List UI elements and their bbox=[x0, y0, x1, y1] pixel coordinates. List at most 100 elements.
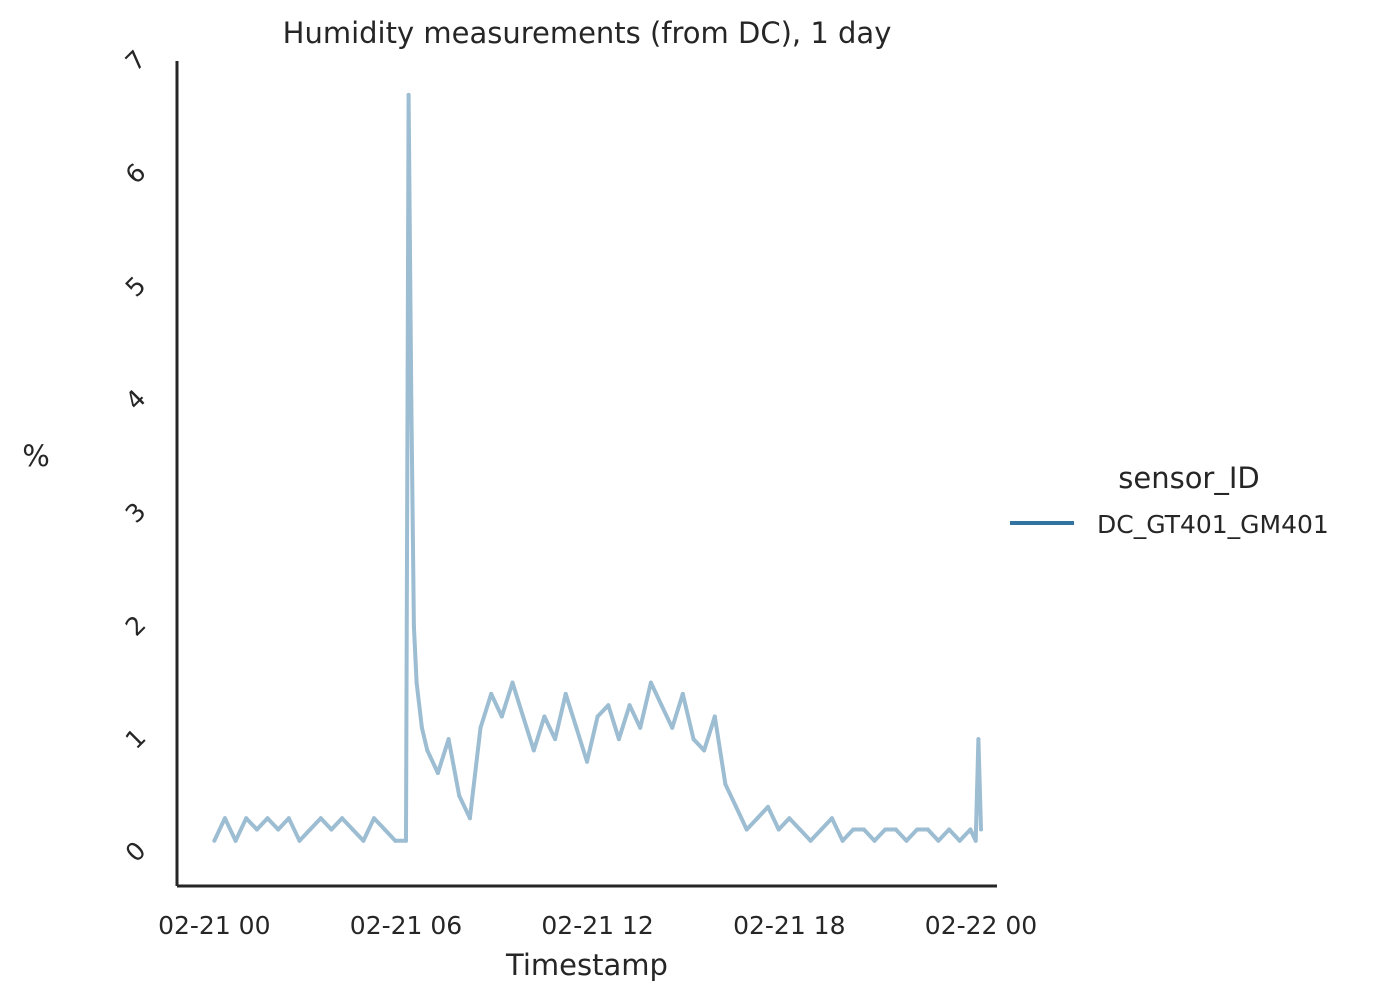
series-point bbox=[233, 838, 238, 843]
series-point bbox=[712, 714, 717, 719]
x-tick-label: 02-21 12 bbox=[541, 911, 653, 940]
series-point bbox=[425, 748, 430, 753]
series-point bbox=[409, 398, 414, 402]
y-tick-label: 1 bbox=[120, 723, 152, 755]
series-point bbox=[499, 714, 504, 719]
series-point bbox=[382, 827, 387, 832]
series-point bbox=[904, 838, 909, 843]
series-point bbox=[318, 816, 323, 821]
series-point bbox=[595, 714, 600, 719]
y-tick-label: 3 bbox=[120, 497, 152, 529]
series-point bbox=[308, 827, 313, 832]
series-point bbox=[670, 725, 675, 730]
series-point bbox=[419, 725, 424, 730]
series-point bbox=[361, 838, 366, 843]
series-point bbox=[976, 737, 981, 742]
series-point bbox=[936, 838, 941, 843]
series-point bbox=[947, 827, 952, 832]
series-point bbox=[542, 714, 547, 719]
x-tick-label: 02-21 18 bbox=[733, 911, 845, 940]
series-point bbox=[840, 838, 845, 843]
series-point bbox=[222, 816, 227, 821]
series-point bbox=[648, 680, 653, 685]
series-point bbox=[915, 827, 920, 832]
series-point bbox=[808, 838, 813, 843]
series-point bbox=[553, 737, 558, 742]
series-point bbox=[411, 624, 416, 629]
series-line bbox=[212, 92, 983, 843]
series-point bbox=[372, 816, 376, 821]
y-tick-label: 7 bbox=[120, 45, 152, 77]
series-point bbox=[638, 725, 643, 730]
series-point bbox=[627, 703, 632, 708]
series-point bbox=[276, 827, 281, 832]
y-ticks: 0 1 2 3 4 5 6 7 bbox=[120, 45, 152, 868]
series-point bbox=[883, 827, 888, 832]
y-tick-label: 4 bbox=[120, 384, 152, 416]
series-point bbox=[467, 816, 472, 821]
series-point bbox=[787, 816, 792, 821]
series-point bbox=[489, 691, 494, 696]
series-point bbox=[574, 725, 579, 730]
series-point bbox=[744, 827, 749, 832]
series-point bbox=[340, 816, 345, 821]
series-point bbox=[893, 827, 898, 832]
series-point bbox=[766, 804, 770, 809]
series-point bbox=[755, 816, 760, 821]
series-point bbox=[723, 782, 728, 787]
series-point bbox=[861, 827, 866, 832]
x-tick-label: 02-21 00 bbox=[158, 911, 270, 940]
series-point bbox=[265, 816, 270, 821]
series-point bbox=[406, 92, 411, 97]
series-point bbox=[776, 827, 781, 832]
series-point bbox=[393, 838, 398, 843]
series-point bbox=[798, 827, 802, 832]
series-point bbox=[435, 771, 440, 775]
series-point bbox=[691, 737, 696, 742]
y-tick-label: 6 bbox=[120, 158, 152, 190]
series-point bbox=[531, 748, 536, 753]
series-point bbox=[254, 827, 259, 832]
series-point bbox=[521, 714, 526, 719]
series-point bbox=[616, 737, 621, 742]
series-point bbox=[702, 748, 707, 753]
series-point bbox=[478, 725, 483, 730]
y-tick-label: 2 bbox=[120, 610, 152, 642]
series-layer bbox=[212, 92, 983, 843]
series-point bbox=[606, 703, 611, 708]
x-axis-label: Timestamp bbox=[505, 948, 668, 982]
y-axis-label: % bbox=[22, 439, 50, 473]
series-point bbox=[734, 804, 739, 809]
x-tick-label: 02-22 00 bbox=[925, 911, 1037, 940]
series-point bbox=[819, 827, 824, 832]
series-point bbox=[244, 816, 249, 821]
series-point bbox=[973, 838, 978, 843]
x-ticks: 02-21 00 02-21 06 02-21 12 02-21 18 02-22 00 bbox=[158, 911, 1037, 940]
series-point bbox=[329, 827, 334, 832]
series-point bbox=[829, 816, 834, 821]
y-tick-label: 5 bbox=[120, 271, 152, 303]
series-point bbox=[872, 838, 877, 843]
series-point bbox=[297, 838, 302, 843]
series-point bbox=[457, 793, 462, 798]
series-point bbox=[925, 827, 930, 832]
legend: sensor_ID DC_GT401_GM401 bbox=[1010, 461, 1329, 539]
y-tick-label: 0 bbox=[120, 836, 152, 868]
series-point bbox=[585, 759, 589, 764]
series-point bbox=[510, 680, 515, 685]
series-point bbox=[212, 838, 217, 843]
series-point bbox=[350, 827, 355, 832]
plot-area: 02-21 00 02-21 06 02-21 12 02-21 18 02-22 00… bbox=[120, 45, 1037, 940]
series-point bbox=[446, 737, 451, 742]
series-point bbox=[414, 680, 419, 685]
series-point bbox=[563, 691, 568, 696]
series-point bbox=[957, 838, 962, 843]
series-point bbox=[404, 838, 408, 843]
chart-title: Humidity measurements (from DC), 1 day bbox=[283, 16, 892, 50]
legend-title: sensor_ID bbox=[1118, 461, 1260, 495]
series-point bbox=[659, 703, 664, 708]
series-point bbox=[979, 827, 983, 832]
series-point bbox=[968, 827, 973, 832]
series-point bbox=[680, 691, 685, 696]
